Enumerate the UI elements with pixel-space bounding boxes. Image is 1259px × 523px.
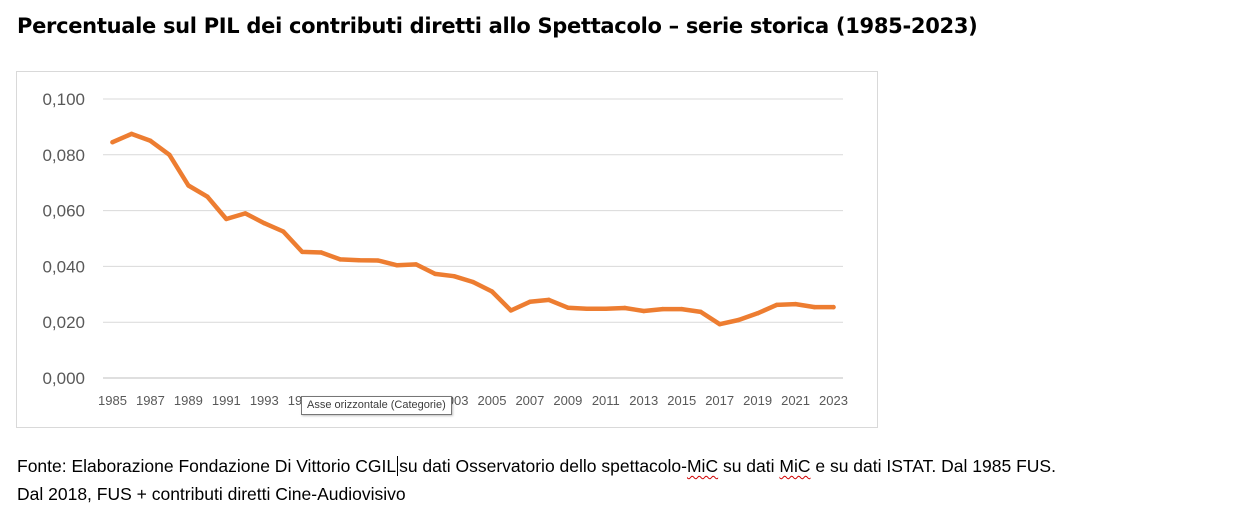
data-point [337, 257, 343, 262]
x-tick-label: 2013 [629, 393, 658, 408]
source-caption[interactable]: Fonte: Elaborazione Fondazione Di Vittor… [17, 452, 1247, 508]
data-point [831, 304, 836, 310]
data-point [812, 304, 817, 310]
data-point [243, 211, 248, 216]
caption-part3: su dati [718, 456, 780, 476]
series-line[interactable] [110, 131, 836, 327]
data-point [413, 262, 419, 267]
data-point [736, 317, 741, 323]
data-point [110, 140, 115, 145]
y-tick-label: 0,000 [42, 369, 85, 388]
caption-mic-1: MiC [686, 456, 719, 476]
data-point [679, 306, 684, 312]
line-chart[interactable]: 0,000 0,020 0,040 0,060 0,080 0,100 1985 1987 19… [17, 72, 877, 427]
data-point [565, 305, 571, 310]
caption-part1: Fonte: Elaborazione Fondazione Di Vittor… [17, 456, 397, 476]
data-point [300, 249, 305, 255]
data-point [793, 301, 798, 307]
caption-part4: e su dati ISTAT. Dal 1985 FUS. [810, 456, 1056, 476]
data-point [470, 279, 476, 285]
data-point [603, 306, 609, 312]
data-point [755, 311, 760, 316]
data-point [622, 305, 627, 311]
data-point [167, 152, 172, 157]
caption-line2: Dal 2018, FUS + contributi diretti Cine-… [17, 484, 406, 504]
data-point [375, 258, 381, 263]
data-point [774, 302, 779, 308]
data-point [489, 289, 495, 294]
data-point [432, 271, 438, 277]
x-tick-label: 1987 [136, 393, 165, 408]
data-point [584, 306, 590, 312]
x-tick-label: 1993 [250, 393, 279, 408]
axis-tooltip: Asse orizzontale (Categorie) [301, 396, 452, 415]
data-point [508, 308, 514, 313]
data-point [186, 183, 191, 188]
x-tick-label: 2005 [478, 393, 507, 408]
x-tick-label: 1985 [98, 393, 127, 408]
data-point [262, 220, 267, 226]
y-tick-label: 0,020 [42, 313, 85, 332]
text-cursor [397, 456, 399, 476]
y-tick-label: 0,080 [42, 146, 85, 165]
data-point [281, 229, 286, 234]
chart-area[interactable]: 0,000 0,020 0,040 0,060 0,080 0,100 1985 1987 19… [16, 71, 878, 428]
data-point [205, 194, 210, 199]
data-point [356, 258, 362, 263]
data-point [394, 263, 400, 268]
x-tick-label: 2009 [553, 393, 582, 408]
data-point [451, 273, 457, 279]
x-tick-label: 2021 [781, 393, 810, 408]
caption-part2: su dati Osservatorio dello spettacolo- [399, 456, 687, 476]
x-tick-label: 2015 [667, 393, 696, 408]
x-tick-label: 2023 [819, 393, 848, 408]
chart-title: Percentuale sul PIL dei contributi diret… [17, 14, 978, 38]
data-point [717, 321, 722, 327]
data-point [224, 216, 229, 222]
x-tick-label: 2011 [592, 393, 620, 408]
x-tick-label: 2017 [705, 393, 734, 408]
data-point [319, 250, 324, 255]
data-point [546, 297, 552, 303]
x-tick-label: 2019 [743, 393, 772, 408]
x-tick-label: 2007 [515, 393, 544, 408]
data-point [527, 299, 533, 305]
data-point [129, 131, 134, 137]
y-tick-label: 0,040 [42, 257, 85, 276]
y-tick-label: 0,100 [42, 90, 85, 109]
data-point [698, 309, 703, 315]
x-tick-label: 1989 [174, 393, 203, 408]
data-point [148, 138, 153, 144]
y-tick-label: 0,060 [42, 202, 85, 221]
x-tick-label: 1991 [212, 393, 241, 408]
caption-mic-2: MiC [779, 456, 811, 476]
data-point [660, 306, 665, 312]
data-point [641, 308, 646, 314]
